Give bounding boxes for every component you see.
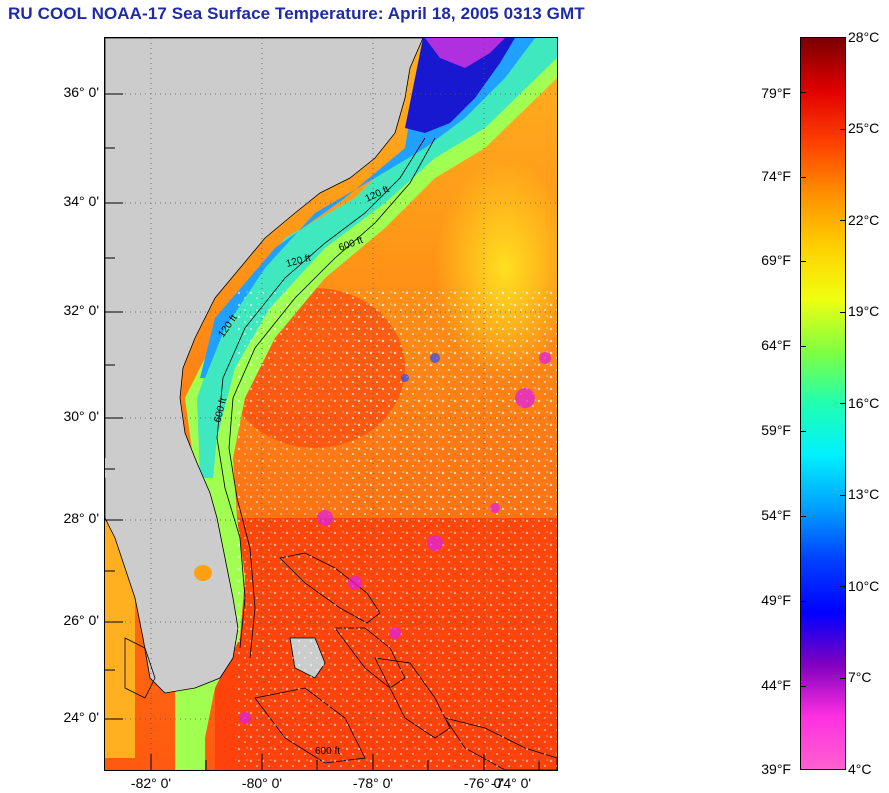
page-title: RU COOL NOAA-17 Sea Surface Temperature:… bbox=[8, 4, 585, 23]
longitude-label: -80° 0' bbox=[241, 775, 283, 791]
colorbar-tick bbox=[801, 261, 806, 262]
colorbar-c-label: 28°C bbox=[848, 29, 880, 45]
colorbar-tick bbox=[801, 431, 806, 432]
colorbar-f-label: 64°F bbox=[761, 337, 791, 353]
colorbar-c-label: 22°C bbox=[848, 212, 880, 228]
colorbar-tick bbox=[801, 516, 806, 517]
sst-map[interactable]: 120 ft 600 ft 120 ft 600 ft 120 ft 600 f… bbox=[104, 37, 558, 771]
latitude-label: 32° 0' bbox=[63, 302, 99, 318]
colorbar-tick bbox=[840, 403, 845, 404]
colorbar-c-label: 16°C bbox=[848, 395, 880, 411]
colorbar-f-label: 54°F bbox=[761, 507, 791, 523]
colorbar-tick bbox=[840, 312, 845, 313]
colorbar-f-label: 74°F bbox=[761, 168, 791, 184]
colorbar-c-label: 19°C bbox=[848, 303, 880, 319]
isobath-label: 600 ft bbox=[315, 746, 340, 757]
longitude-label: -76° 0' bbox=[463, 775, 505, 791]
latitude-label: 36° 0' bbox=[63, 84, 99, 100]
colorbar-tick bbox=[801, 92, 806, 93]
colorbar-tick bbox=[840, 678, 845, 679]
latitude-label: 28° 0' bbox=[63, 510, 99, 526]
longitude-label: -78° 0' bbox=[352, 775, 394, 791]
colorbar-c-label: 13°C bbox=[848, 486, 880, 502]
longitude-label: -74° 0' bbox=[490, 775, 532, 791]
colorbar-c-label: 7°C bbox=[848, 669, 872, 685]
latitude-label: 26° 0' bbox=[63, 612, 99, 628]
colorbar-tick bbox=[840, 220, 845, 221]
colorbar-f-label: 69°F bbox=[761, 252, 791, 268]
colorbar-f-label: 49°F bbox=[761, 592, 791, 608]
colorbar-f-label: 39°F bbox=[761, 761, 791, 777]
colorbar-c-label: 4°C bbox=[848, 761, 872, 777]
latitude-label: 24° 0' bbox=[63, 709, 99, 725]
colorbar-tick bbox=[801, 601, 806, 602]
colorbar-tick bbox=[840, 129, 845, 130]
colorbar-c-label: 25°C bbox=[848, 120, 880, 136]
colorbar-tick bbox=[801, 346, 806, 347]
colorbar-tick bbox=[840, 495, 845, 496]
colorbar bbox=[800, 37, 846, 770]
longitude-label: -82° 0' bbox=[130, 775, 172, 791]
colorbar-f-label: 44°F bbox=[761, 677, 791, 693]
land-mass bbox=[105, 38, 424, 694]
colorbar-tick bbox=[801, 177, 806, 178]
colorbar-f-label: 59°F bbox=[761, 422, 791, 438]
colorbar-c-label: 10°C bbox=[848, 578, 880, 594]
colorbar-tick bbox=[801, 686, 806, 687]
latitude-label: 34° 0' bbox=[63, 193, 99, 209]
colorbar-tick bbox=[840, 586, 845, 587]
latitude-label: 30° 0' bbox=[63, 408, 99, 424]
sst-map-image: 120 ft 600 ft 120 ft 600 ft 120 ft 600 f… bbox=[105, 38, 557, 770]
colorbar-f-label: 79°F bbox=[761, 85, 791, 101]
